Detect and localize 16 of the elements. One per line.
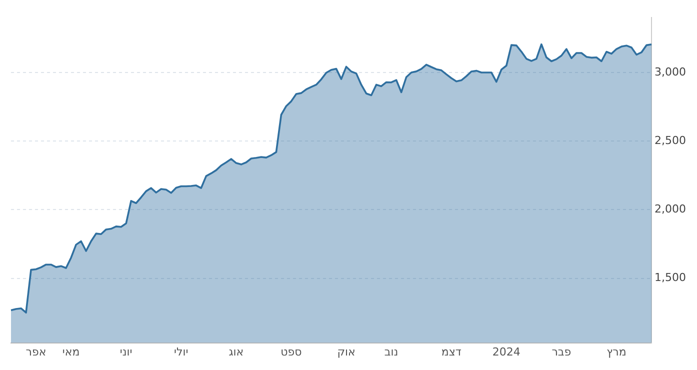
y-tick-label: 2,500 <box>654 134 686 147</box>
x-tick-label: דצמ <box>441 345 462 358</box>
x-tick-label: יולי <box>174 345 188 358</box>
x-tick-label: מרץ <box>606 345 626 358</box>
x-tick-label: אפר <box>26 345 46 358</box>
x-tick-label: נוב <box>384 345 398 358</box>
y-tick-label: 1,500 <box>654 271 686 284</box>
x-tick-label: יוני <box>120 345 132 358</box>
x-tick-label: ספט <box>280 345 302 358</box>
x-tick-label: פבר <box>552 345 572 358</box>
x-tick-label: אוק <box>337 345 356 358</box>
x-tick-label: 2024 <box>492 345 520 358</box>
x-tick-label: מאי <box>62 345 80 358</box>
y-tick-label: 3,000 <box>654 65 686 78</box>
y-tick-label: 2,000 <box>654 202 686 216</box>
x-tick-label: אוג <box>228 345 244 358</box>
